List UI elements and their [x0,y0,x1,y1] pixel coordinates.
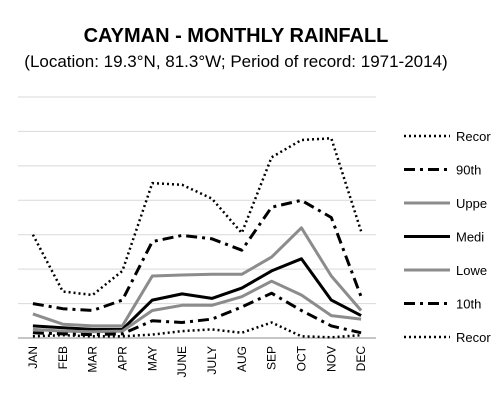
x-tick-label: JULY [205,346,219,374]
series-lines [31,137,363,339]
series-line-90th-percentile [32,198,363,312]
legend-label: Recor [456,129,491,144]
x-tick-label: MAR [86,346,100,373]
x-tick-label: APR [115,346,129,371]
x-tick-label: SEP [265,346,279,370]
x-tick-label: MAY [145,346,159,371]
series-line-median [32,257,362,331]
x-tick-label: JAN [26,346,40,369]
series-line-record-high [31,137,363,297]
x-tick-label: NOV [324,346,338,372]
legend-label: Medi [456,230,484,245]
x-tick-label: FEB [56,346,70,369]
x-tick-label: OCT [294,345,308,371]
legend-label: Uppe [456,196,487,211]
legend-label: 90th [456,163,481,178]
x-tick-label: AUG [235,346,249,372]
chart-title: CAYMAN - MONTHLY RAINFALL [84,25,389,47]
legend-label: 10th [456,297,481,312]
legend-label: Lowe [456,263,487,278]
gridlines [18,96,376,339]
x-axis-ticks: JAN FEB MAR APR MAY JUNE JULY AUG SEP OCT NOV DEC [26,345,368,377]
legend-label: Recor [456,330,491,345]
series-line-upper-tercile [32,226,363,328]
legend: Recor 90th Uppe Medi Lowe 10th Recor [404,129,491,345]
x-tick-label: DEC [354,346,368,372]
series-line-10th-percentile [32,291,362,337]
chart-subtitle: (Location: 19.3°N, 81.3°W; Period of rec… [24,52,447,71]
x-tick-label: JUNE [175,346,189,377]
series-line-lower-tercile [32,279,362,334]
